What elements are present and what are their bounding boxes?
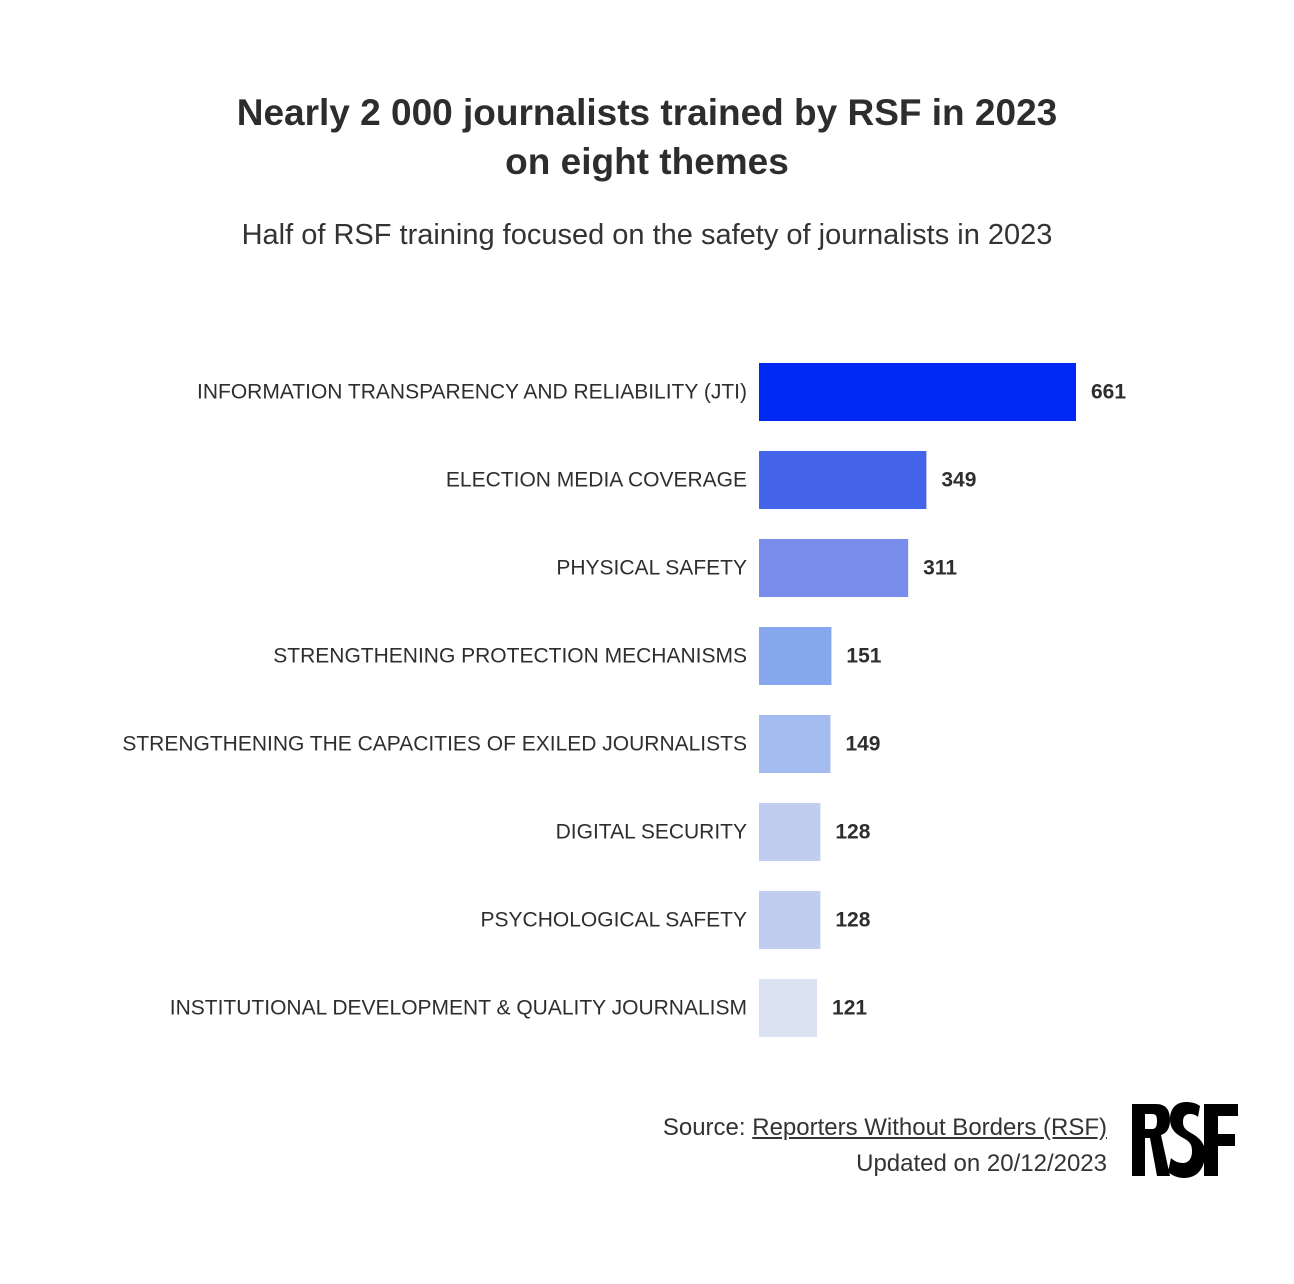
category-label: PSYCHOLOGICAL SAFETY	[481, 909, 747, 932]
bar	[759, 891, 821, 949]
updated-date: Updated on 20/12/2023	[856, 1150, 1107, 1177]
category-label: INFORMATION TRANSPARENCY AND RELIABILITY…	[197, 381, 747, 404]
chart-subtitle: Half of RSF training focused on the safe…	[241, 219, 1053, 251]
category-label: PHYSICAL SAFETY	[556, 557, 747, 580]
value-label: 149	[845, 733, 880, 756]
source-line: Source: Reporters Without Borders (RSF)	[663, 1110, 1107, 1146]
chart-title: Nearly 2 000 journalists trained by RSF …	[0, 88, 1294, 186]
bar	[759, 363, 1076, 421]
category-label: ELECTION MEDIA COVERAGE	[446, 469, 747, 492]
bar	[759, 627, 832, 685]
category-label: INSTITUTIONAL DEVELOPMENT & QUALITY JOUR…	[170, 997, 747, 1020]
value-label: 128	[835, 821, 870, 844]
value-label: 151	[846, 645, 881, 668]
value-label: 121	[832, 997, 867, 1020]
value-label: 128	[835, 909, 870, 932]
source-link[interactable]: Reporters Without Borders (RSF)	[752, 1114, 1107, 1141]
value-label: 661	[1091, 381, 1126, 404]
bar	[759, 803, 821, 861]
category-label: STRENGTHENING PROTECTION MECHANISMS	[273, 645, 747, 668]
bar-chart: INFORMATION TRANSPARENCY AND RELIABILITY…	[122, 363, 1126, 1037]
rsf-logo	[1132, 1102, 1238, 1178]
category-label: STRENGTHENING THE CAPACITIES OF EXILED J…	[122, 733, 747, 756]
chart-footer: Source: Reporters Without Borders (RSF) …	[663, 1110, 1107, 1182]
bar	[759, 979, 818, 1037]
chart-title-line-1: Nearly 2 000 journalists trained by RSF …	[236, 92, 1058, 133]
value-label: 349	[941, 469, 976, 492]
value-label: 311	[923, 557, 957, 580]
bar	[759, 715, 831, 773]
category-label: DIGITAL SECURITY	[556, 821, 747, 844]
chart-title-line-2: on eight themes	[505, 141, 789, 182]
bar	[759, 451, 927, 509]
source-prefix: Source:	[662, 1114, 753, 1141]
bar	[759, 539, 909, 597]
